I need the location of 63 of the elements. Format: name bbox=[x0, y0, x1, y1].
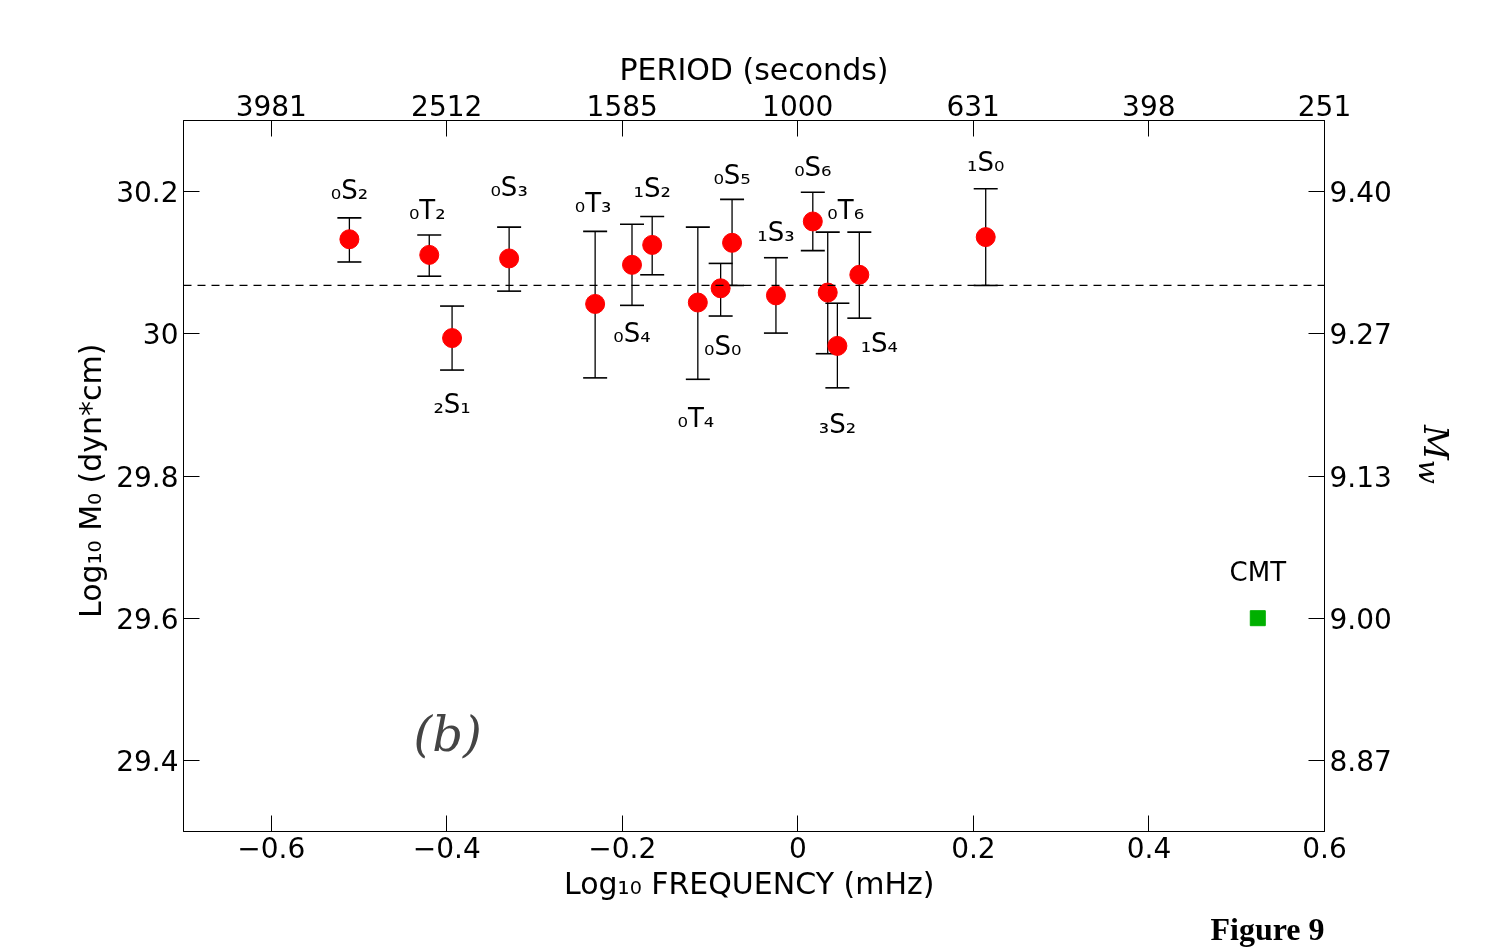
x2-tick-label: 2512 bbox=[411, 89, 483, 123]
annotation: ₁S₄ bbox=[860, 327, 899, 358]
x-tick-label: −0.4 bbox=[412, 831, 481, 865]
y-axis-title: Log₁₀ M₀ (dyn*cm) bbox=[73, 343, 109, 619]
x2-tick-label: 1000 bbox=[762, 89, 834, 123]
y2-tick-label: 9.00 bbox=[1329, 602, 1392, 636]
y-tick-label: 29.6 bbox=[116, 602, 179, 636]
x2-tick-label: 1585 bbox=[586, 89, 658, 123]
x2-tick-label: 251 bbox=[1297, 89, 1352, 123]
point bbox=[585, 293, 606, 314]
x-tick-label: 0.2 bbox=[951, 831, 996, 865]
x2-tick-label: 631 bbox=[946, 89, 1000, 123]
annotation: ₀T₄ bbox=[677, 403, 715, 434]
y2-tick-label: 9.27 bbox=[1329, 318, 1392, 352]
y2-tick-label: 8.87 bbox=[1329, 744, 1392, 778]
point bbox=[722, 232, 743, 253]
caption: Figure 9 bbox=[1210, 910, 1325, 947]
point bbox=[442, 328, 463, 349]
annotation: ₃S₂ bbox=[818, 408, 857, 439]
annotation: ₀S₀ bbox=[703, 331, 742, 362]
x-tick-label: −0.6 bbox=[237, 831, 306, 865]
point bbox=[802, 211, 823, 232]
point bbox=[1249, 610, 1266, 627]
x-tick-label: 0.6 bbox=[1302, 831, 1347, 865]
point bbox=[817, 282, 838, 303]
point bbox=[827, 335, 848, 356]
annotation: ₁S₃ bbox=[757, 217, 795, 248]
annotation: (b) bbox=[413, 705, 482, 762]
annotation: ₂S₁ bbox=[433, 389, 471, 420]
y-tick-label: 30.2 bbox=[116, 176, 179, 210]
point bbox=[642, 234, 663, 255]
annotation: ₀S₆ bbox=[794, 152, 832, 183]
annotation: ₀T₆ bbox=[827, 194, 865, 225]
x-axis-title: Log₁₀ FREQUENCY (mHz) bbox=[564, 865, 935, 901]
x2-tick-label: 398 bbox=[1122, 89, 1176, 123]
x-tick-label: 0.4 bbox=[1126, 831, 1172, 865]
x-tick-label: −0.2 bbox=[588, 831, 657, 865]
x-tick-label: 0 bbox=[788, 831, 807, 865]
point bbox=[710, 278, 731, 299]
y2-tick-label: 9.13 bbox=[1329, 460, 1392, 494]
point bbox=[765, 285, 786, 306]
annotation: CMT bbox=[1229, 557, 1287, 588]
y2-tick-label: 9.40 bbox=[1329, 176, 1392, 210]
point bbox=[849, 264, 870, 285]
y-tick-label: 30 bbox=[142, 318, 179, 352]
annotation: ₀S₃ bbox=[490, 172, 528, 203]
y-tick-label: 29.8 bbox=[116, 460, 179, 494]
point bbox=[975, 227, 996, 248]
point bbox=[419, 244, 440, 265]
annotation: ₀T₃ bbox=[574, 188, 612, 219]
x2-tick-label: 3981 bbox=[235, 89, 307, 123]
point bbox=[339, 229, 360, 250]
point bbox=[687, 292, 708, 313]
annotation: ₁S₀ bbox=[967, 147, 1005, 178]
annotation: ₀S₂ bbox=[330, 175, 369, 206]
annotation: ₀S₅ bbox=[713, 159, 751, 190]
annotation: ₁S₂ bbox=[633, 172, 671, 203]
x2-axis-title: PERIOD (seconds) bbox=[619, 51, 889, 87]
y-tick-label: 29.4 bbox=[116, 744, 179, 778]
annotation: ₀T₂ bbox=[408, 194, 446, 225]
point bbox=[622, 254, 642, 275]
annotation: ₀S₄ bbox=[613, 317, 651, 348]
point bbox=[499, 248, 520, 269]
